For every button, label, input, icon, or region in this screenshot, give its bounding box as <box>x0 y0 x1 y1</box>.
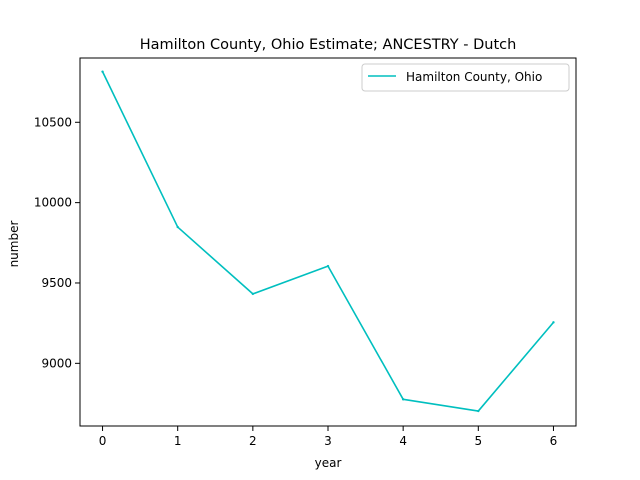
x-axis-label: year <box>315 456 342 470</box>
plot-background <box>80 58 576 426</box>
y-tick-label: 10000 <box>34 196 72 210</box>
data-point <box>401 398 405 401</box>
data-point <box>176 225 179 229</box>
y-axis-label: number <box>7 221 21 268</box>
data-point <box>477 409 480 413</box>
y-axis-ticks: 9000 9500 10000 10500 <box>34 115 80 370</box>
data-point <box>101 70 104 73</box>
chart-title: Hamilton County, Ohio Estimate; ANCESTRY… <box>140 37 517 53</box>
y-tick-label: 10500 <box>34 115 72 129</box>
x-tick-label: 5 <box>474 434 482 448</box>
plot-area: 0 1 2 3 4 5 6 9000 9500 10000 10500 <box>34 57 577 448</box>
x-tick-label: 3 <box>324 434 332 448</box>
series-layer <box>101 70 555 413</box>
y-tick-label: 9000 <box>41 356 72 370</box>
data-point <box>552 321 555 324</box>
legend-label: Hamilton County, Ohio <box>406 70 542 84</box>
x-tick-label: 2 <box>249 434 257 448</box>
legend-box <box>361 63 570 92</box>
x-tick-label: 0 <box>99 434 107 448</box>
data-point <box>326 264 330 268</box>
y-tick-label: 9500 <box>41 276 72 290</box>
x-tick-label: 4 <box>399 434 407 448</box>
x-axis-ticks: 0 1 2 3 4 5 6 <box>99 426 558 448</box>
legend: Hamilton County, Ohio <box>361 63 570 92</box>
x-tick-label: 6 <box>550 434 558 448</box>
x-tick-label: 1 <box>174 434 182 448</box>
plot-frame <box>79 57 577 427</box>
data-point <box>251 292 255 296</box>
